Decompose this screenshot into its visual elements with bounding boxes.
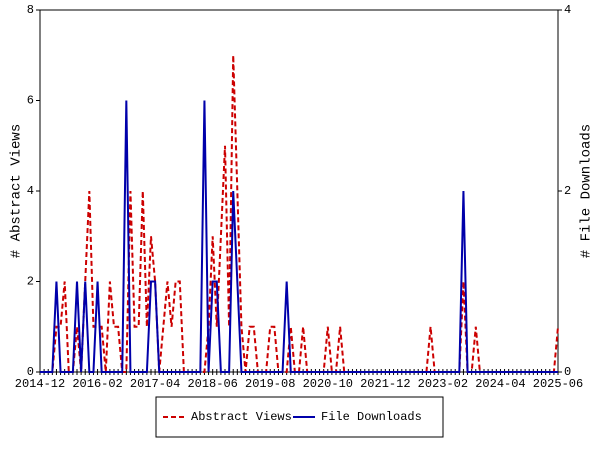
x-tick-label: 2014-12: [15, 377, 65, 391]
x-tick-label: 2024-04: [475, 377, 525, 391]
legend-label: File Downloads: [321, 410, 422, 424]
y-tick-label: 0: [27, 365, 34, 379]
y-axis-label: # Abstract Views: [9, 124, 25, 258]
x-tick-label: 2023-02: [418, 377, 468, 391]
y2-tick-label: 2: [564, 184, 571, 198]
x-tick-label: 2018-06: [187, 377, 237, 391]
x-tick-label: 2025-06: [533, 377, 583, 391]
y2-axis-label: # File Downloads: [579, 124, 595, 258]
series-line: [40, 100, 558, 373]
x-tick-label: 2021-12: [360, 377, 410, 391]
y-tick-label: 8: [27, 3, 34, 17]
series-line: [40, 55, 559, 373]
y2-tick-label: 0: [564, 365, 571, 379]
legend-label: Abstract Views: [191, 410, 292, 424]
x-tick-label: 2017-04: [130, 377, 180, 391]
y-tick-label: 4: [27, 184, 34, 198]
y-tick-label: 6: [27, 94, 34, 108]
x-tick-label: 2016-02: [72, 377, 122, 391]
x-tick-label: 2019-08: [245, 377, 295, 391]
x-tick-label: 2020-10: [303, 377, 353, 391]
y2-tick-label: 4: [564, 3, 571, 17]
plot-frame: [39, 9, 559, 373]
y-tick-label: 2: [27, 275, 34, 289]
